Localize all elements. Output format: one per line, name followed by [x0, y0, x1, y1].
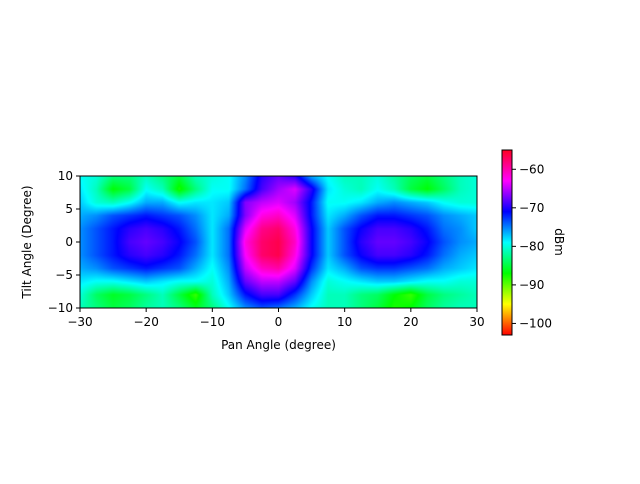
x-axis: −30 −20 −10 0 10 20 30: [67, 308, 485, 329]
colorbar-ticks: −60 −70 −80 −90 −100: [512, 162, 552, 330]
y-tick-label: 10: [58, 169, 73, 183]
colorbar-label: dBm: [552, 228, 566, 256]
colorbar-tick-label: −80: [519, 239, 544, 253]
y-axis-label: Tilt Angle (Degree): [20, 185, 34, 299]
x-tick-label: 30: [469, 315, 484, 329]
colorbar-tick-label: −90: [519, 278, 544, 292]
y-tick-label: 0: [65, 235, 73, 249]
y-tick-label: −10: [48, 301, 73, 315]
x-tick-label: 20: [403, 315, 418, 329]
colorbar: −60 −70 −80 −90 −100 dBm: [501, 149, 566, 336]
heatmap-image: [80, 176, 477, 308]
y-tick-label: 5: [65, 202, 73, 216]
x-tick-label: −30: [67, 315, 92, 329]
x-axis-label: Pan Angle (degree): [221, 338, 336, 352]
x-tick-label: 0: [275, 315, 283, 329]
colorbar-tick-label: −60: [519, 162, 544, 176]
colorbar-gradient: [501, 149, 513, 336]
x-tick-label: 10: [337, 315, 352, 329]
x-tick-label: −10: [200, 315, 225, 329]
colorbar-tick-label: −100: [519, 316, 552, 330]
colorbar-tick-label: −70: [519, 201, 544, 215]
y-axis: −10 −5 0 5 10: [48, 169, 80, 315]
x-tick-label: −20: [134, 315, 159, 329]
y-tick-label: −5: [55, 268, 73, 282]
heatmap-plot-area: [80, 176, 477, 308]
